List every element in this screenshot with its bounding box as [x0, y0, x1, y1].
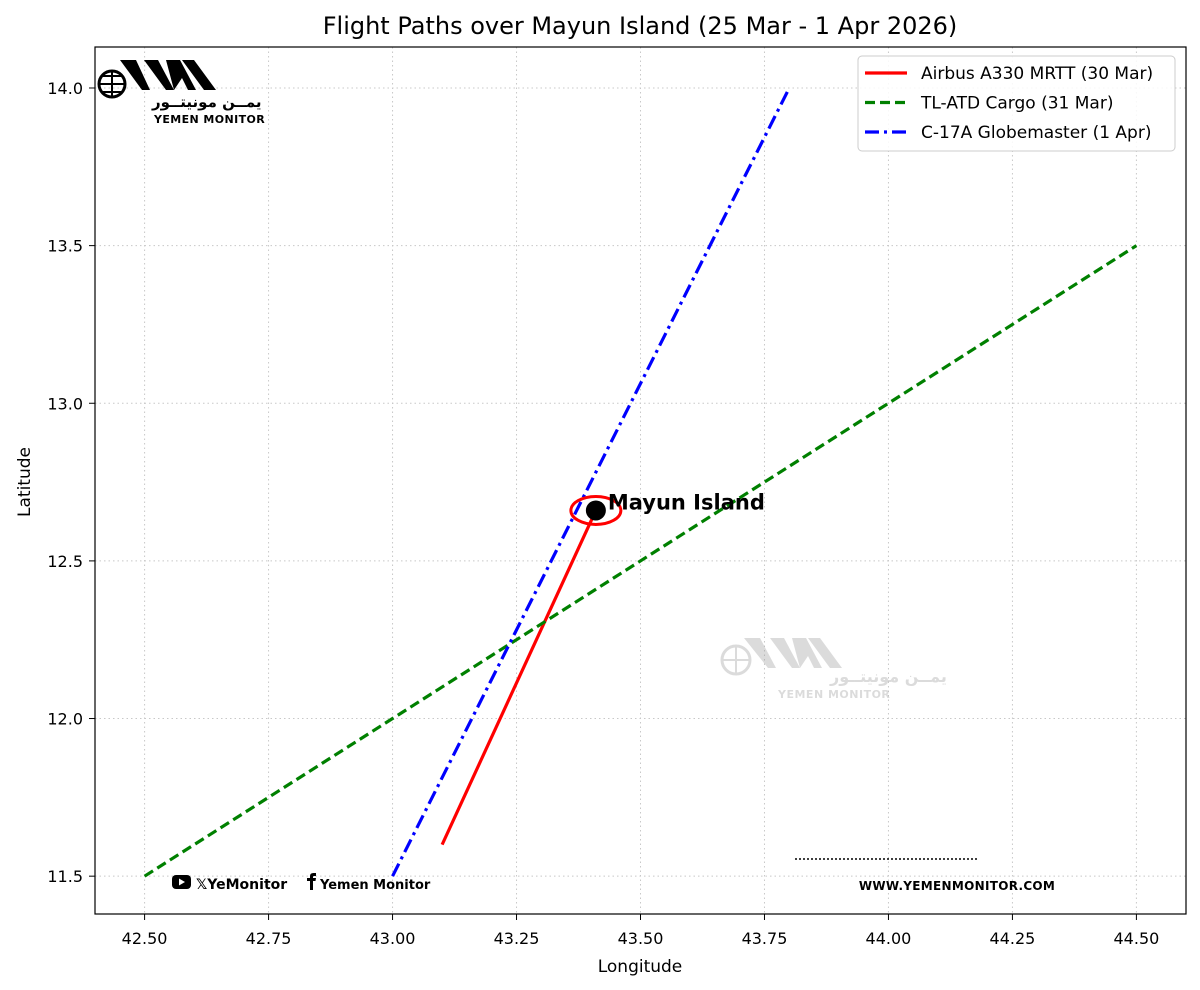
facebook-name: Yemen Monitor [319, 878, 431, 893]
watermark-english: YEMEN MONITOR [777, 688, 890, 701]
youtube-icon [172, 875, 191, 889]
x-tick-label: 43.00 [370, 929, 416, 948]
mayun-island-label: Mayun Island [608, 490, 765, 514]
x-tick-label: 42.75 [246, 929, 292, 948]
website-text: WWW.YEMENMONITOR.COM [859, 879, 1055, 893]
x-axis: 42.50 42.75 43.00 43.25 43.50 43.75 44.00 44.25… [122, 914, 1160, 948]
y-tick-label: 12.5 [47, 552, 83, 571]
legend-label-3: C-17A Globemaster (1 Apr) [921, 123, 1151, 143]
x-tick-label: 43.25 [494, 929, 540, 948]
series-line-1 [440, 509, 598, 846]
series-line-3 [391, 87, 791, 877]
mayun-island-ring [569, 494, 623, 526]
y-tick-label: 11.5 [47, 867, 83, 886]
y-axis: 11.5 12.0 12.5 13.0 13.5 14.0 [47, 79, 95, 886]
mayun-island-point [585, 500, 606, 521]
x-handle: 𝕏YeMonitor [196, 877, 287, 893]
logo-english-text: YEMEN MONITOR [153, 113, 265, 126]
x-tick-label: 42.50 [122, 929, 168, 948]
y-tick-label: 12.0 [47, 710, 83, 729]
watermark-arabic: يمــن مونيتــور [829, 667, 947, 686]
watermark-logo: يمــن مونيتــور YEMEN MONITOR [720, 638, 947, 701]
y-tick-label: 13.5 [47, 237, 83, 256]
chart-title: Flight Paths over Mayun Island (25 Mar -… [323, 12, 958, 40]
x-tick-label: 43.75 [742, 929, 788, 948]
x-tick-label: 44.25 [990, 929, 1036, 948]
x-tick-label: 44.00 [866, 929, 912, 948]
x-tick-label: 43.50 [618, 929, 664, 948]
x-tick-label: 44.50 [1114, 929, 1160, 948]
legend: Airbus A330 MRTT (30 Mar) TL-ATD Cargo (3… [857, 55, 1176, 152]
plot-area: Mayun Island [143, 87, 1138, 878]
legend-label-2: TL-ATD Cargo (31 Mar) [920, 94, 1113, 114]
logo-arabic-text: يمــن مونيتــور [151, 93, 262, 111]
y-tick-label: 14.0 [47, 79, 83, 98]
social-links: 𝕏YeMonitor Yemen Monitor [172, 873, 431, 893]
legend-label-1: Airbus A330 MRTT (30 Mar) [921, 64, 1153, 84]
legend-box [857, 55, 1176, 152]
yemen-monitor-logo: يمــن مونيتــور YEMEN MONITOR [97, 60, 265, 126]
series-line-2 [143, 244, 1138, 878]
y-tick-label: 13.0 [47, 394, 83, 413]
x-axis-label: Longitude [598, 957, 683, 977]
y-axis-label: Latitude [15, 447, 35, 517]
facebook-icon [307, 873, 316, 890]
